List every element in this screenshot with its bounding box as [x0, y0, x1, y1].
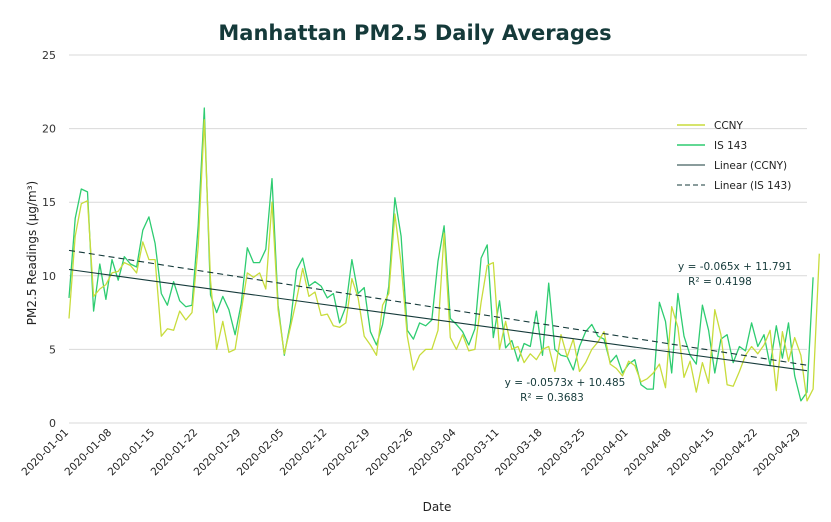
y-tick-label-15: 15 — [42, 196, 56, 209]
series-line-is143 — [68, 107, 814, 402]
trend-lines — [68, 249, 808, 372]
trend-r2-ccny: R² = 0.3683 — [520, 392, 584, 404]
x-axis-label: Date — [423, 500, 452, 514]
trend-r2-is143: R² = 0.4198 — [688, 276, 752, 288]
trend-equation-is143: y = -0.065x + 11.791 — [678, 261, 792, 273]
series-line-ccny — [68, 119, 820, 402]
y-tick-label-20: 20 — [42, 123, 56, 136]
series-lines — [68, 107, 820, 402]
legend-label-3: Linear (IS 143) — [714, 180, 791, 192]
trend-line-ccny — [68, 268, 808, 372]
x-axis-ticks: 2020-01-012020-01-082020-01-152020-01-22… — [19, 426, 802, 478]
legend-label-2: Linear (CCNY) — [714, 160, 787, 172]
y-tick-label-25: 25 — [42, 49, 56, 62]
legend: CCNY IS 143 Linear (CCNY) Linear (IS 143) — [677, 120, 791, 192]
y-tick-label-5: 5 — [49, 343, 56, 356]
chart-title: Manhattan PM2.5 Daily Averages — [218, 21, 611, 45]
legend-label-0: CCNY — [714, 120, 744, 132]
legend-label-1: IS 143 — [714, 140, 747, 152]
y-axis-label: PM2.5 Readings (μg/m³) — [25, 181, 39, 325]
trend-line-is143 — [68, 249, 808, 366]
y-axis-ticks: 0 5 10 15 20 25 — [42, 49, 56, 430]
trend-equation-ccny: y = -0.0573x + 10.485 — [505, 377, 626, 389]
grid-lines — [69, 54, 807, 424]
y-tick-label-10: 10 — [42, 270, 56, 283]
y-tick-label-0: 0 — [49, 417, 56, 430]
